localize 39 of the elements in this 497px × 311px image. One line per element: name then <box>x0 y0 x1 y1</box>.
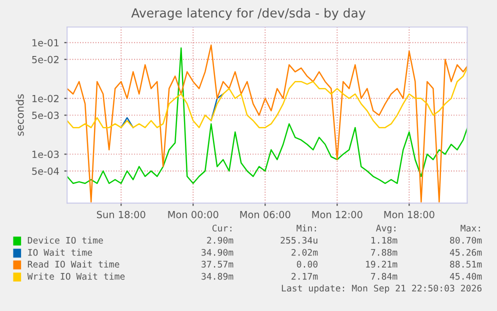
text: 45.26m <box>450 248 482 256</box>
text: 34.89m <box>202 272 234 280</box>
legend-label: Write IO Wait time <box>27 272 125 280</box>
text: 37.57m <box>202 260 234 268</box>
line-series <box>67 68 468 128</box>
text: 2.17m <box>292 272 318 280</box>
text: 0.00 <box>296 260 318 268</box>
text: Last update: Mon Sep 21 22:50:03 2026 <box>282 284 482 294</box>
text: Max: <box>460 224 480 232</box>
text: Avg: <box>376 224 396 234</box>
legend-label: Read IO Wait time <box>28 260 120 268</box>
text: 255.34u <box>280 236 318 244</box>
chart-title: Average latency for /dev/sda - by day <box>131 8 366 20</box>
y-tick-label: 1e-01 <box>32 39 59 46</box>
text: 34.90m <box>202 248 234 256</box>
text: 19.21m <box>366 260 398 268</box>
x-tick-label: Mon 18:00 <box>384 210 434 218</box>
x-tick-label: Sun 18:00 <box>96 210 146 218</box>
x-tick-label: Mon 12:00 <box>312 210 362 218</box>
y-tick-label: 5e-03 <box>32 112 59 120</box>
y-tick-label: 5e-04 <box>32 167 59 175</box>
text: 45.40m <box>450 272 482 280</box>
text: Cur: <box>212 224 232 232</box>
y-tick-label: 5e-02 <box>32 56 58 64</box>
legend-label: IO Wait time <box>28 248 92 256</box>
text: 7.88m <box>371 248 398 256</box>
x-tick-label: Mon 00:00 <box>168 210 218 218</box>
y-tick-label: 1e-03 <box>32 150 59 158</box>
legend-label: Device IO time <box>28 236 103 244</box>
text: 2.02m <box>292 248 318 256</box>
text: 88.51m <box>450 260 482 268</box>
text: 7.84m <box>371 272 398 280</box>
x-tick-label: Mon 06:00 <box>240 210 290 218</box>
text: 1.18m <box>372 236 398 244</box>
y-axis-title: seconds <box>16 94 24 136</box>
text: 2.90m <box>207 236 234 244</box>
text: 80.70m <box>450 236 482 244</box>
y-tick-label: 1e-02 <box>32 94 58 102</box>
text: Min: <box>296 224 316 232</box>
